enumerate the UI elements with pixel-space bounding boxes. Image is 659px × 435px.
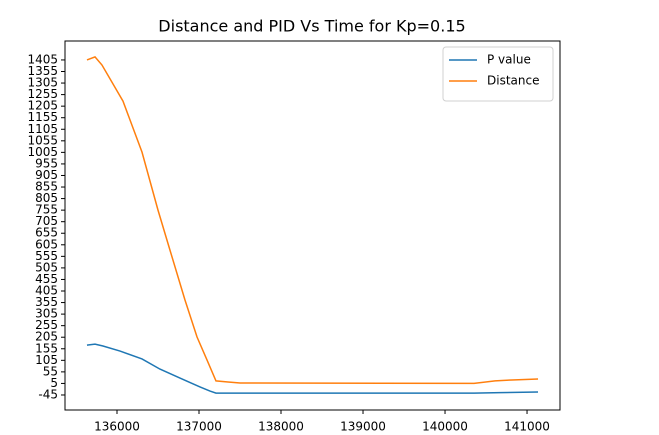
y-tick-label: 705 [35, 214, 58, 228]
y-tick-label: 805 [35, 191, 58, 205]
x-tick-label: 140000 [422, 420, 468, 434]
chart-title: Distance and PID Vs Time for Kp=0.15 [158, 17, 465, 36]
x-tick-label: 138000 [258, 420, 304, 434]
y-tick-label: 1205 [27, 99, 58, 113]
x-tick-label: 136000 [94, 420, 140, 434]
series-line [86, 343, 539, 394]
y-tick-label: -45 [38, 387, 58, 401]
y-tick-label: 905 [35, 168, 58, 182]
y-tick-label: 1305 [27, 76, 58, 90]
plot-frame [64, 40, 561, 411]
y-tick-label: 1405 [27, 52, 58, 66]
y-tick-label: 5 [50, 376, 58, 390]
y-tick-label: 105 [35, 353, 58, 367]
y-tick-label: 505 [35, 260, 58, 274]
y-tick-label: 555 [35, 249, 58, 263]
y-tick-label: 1005 [27, 145, 58, 159]
y-tick-label: 405 [35, 284, 58, 298]
y-tick-label: 755 [35, 203, 58, 217]
y-tick-label: 1055 [27, 133, 58, 147]
x-tick-label: 139000 [340, 420, 386, 434]
y-tick-label: 305 [35, 307, 58, 321]
y-tick-label: 1105 [27, 122, 58, 136]
y-tick-label: 255 [35, 318, 58, 332]
y-tick-label: 955 [35, 156, 58, 170]
legend-label: P value [487, 53, 531, 67]
y-tick-label: 55 [43, 364, 58, 378]
legend-label: Distance [487, 74, 539, 88]
y-tick-label: 855 [35, 180, 58, 194]
y-tick-label: 1355 [27, 64, 58, 78]
x-tick-label: 137000 [176, 420, 222, 434]
series-line [86, 56, 539, 385]
y-tick-label: 655 [35, 226, 58, 240]
y-tick-label: 455 [35, 272, 58, 286]
y-tick-label: 1255 [27, 87, 58, 101]
x-tick-label: 141000 [504, 420, 550, 434]
y-tick-label: 355 [35, 295, 58, 309]
y-tick-label: 605 [35, 237, 58, 251]
y-tick-label: 155 [35, 341, 58, 355]
y-tick-label: 205 [35, 330, 58, 344]
y-tick-label: 1155 [27, 110, 58, 124]
